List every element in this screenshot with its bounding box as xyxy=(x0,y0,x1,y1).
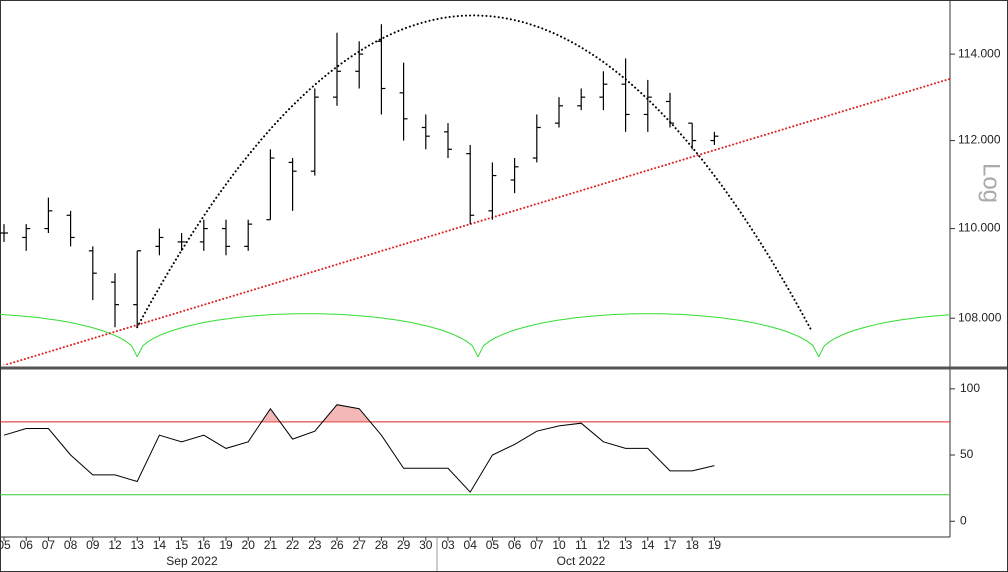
x-tick-label: 26 xyxy=(330,538,344,552)
month-label: Oct 2022 xyxy=(557,554,606,568)
x-tick-label: 12 xyxy=(108,538,122,552)
x-tick-label: 18 xyxy=(686,538,700,552)
x-tick-label: 15 xyxy=(175,538,189,552)
x-tick-label: 10 xyxy=(552,538,566,552)
x-tick-label: 19 xyxy=(219,538,233,552)
x-tick-label: 13 xyxy=(619,538,633,552)
y-tick-label: 108.000 xyxy=(958,310,1002,324)
x-tick-label: 19 xyxy=(708,538,722,552)
rsi-panel xyxy=(0,404,950,496)
y-axis-label: Log xyxy=(978,163,1005,203)
x-tick-label: 07 xyxy=(42,538,56,552)
price-panel xyxy=(0,14,950,365)
x-tick-label: 30 xyxy=(419,538,433,552)
overbought-fill xyxy=(262,404,370,421)
x-tick-label: 13 xyxy=(131,538,145,552)
x-tick-label: 27 xyxy=(353,538,367,552)
x-tick-label: 06 xyxy=(20,538,34,552)
x-tick-label: 05 xyxy=(0,538,11,552)
x-tick-label: 09 xyxy=(86,538,100,552)
x-tick-label: 28 xyxy=(375,538,389,552)
y-tick-label: 112.000 xyxy=(958,133,1001,147)
x-tick-label: 12 xyxy=(597,538,611,552)
arc-curve xyxy=(136,14,814,333)
y-tick-label: 50 xyxy=(960,447,974,461)
x-tick-label: 03 xyxy=(441,538,455,552)
x-tick-label: 17 xyxy=(663,538,677,552)
rsi-line xyxy=(3,404,715,493)
x-tick-label: 04 xyxy=(464,538,478,552)
overbought-group xyxy=(262,404,370,421)
x-tick-label: 08 xyxy=(64,538,78,552)
x-tick-label: 23 xyxy=(308,538,322,552)
x-tick-label: 21 xyxy=(264,538,278,552)
x-tick-label: 22 xyxy=(286,538,300,552)
x-tick-label: 11 xyxy=(575,538,588,552)
x-tick-label: 14 xyxy=(641,538,655,552)
month-label: Sep 2022 xyxy=(166,554,218,568)
x-tick-label: 29 xyxy=(397,538,411,552)
x-tick-label: 14 xyxy=(153,538,167,552)
y-tick-label: 100 xyxy=(960,381,980,395)
axes: 108.000 110.000 112.000 114.000 05 06 07 08 09 12… xyxy=(0,46,1002,552)
y-tick-label: 114.000 xyxy=(958,46,1001,60)
y-tick-label: 0 xyxy=(960,513,967,527)
x-tick-label: 20 xyxy=(242,538,256,552)
y-tick-label: 110.000 xyxy=(958,221,1001,235)
x-tick-label: 07 xyxy=(530,538,544,552)
cycle-arc xyxy=(0,313,950,358)
x-tick-label: 16 xyxy=(197,538,211,552)
trend-line xyxy=(1,77,950,365)
x-tick-label: 05 xyxy=(486,538,500,552)
x-tick-label: 06 xyxy=(508,538,522,552)
